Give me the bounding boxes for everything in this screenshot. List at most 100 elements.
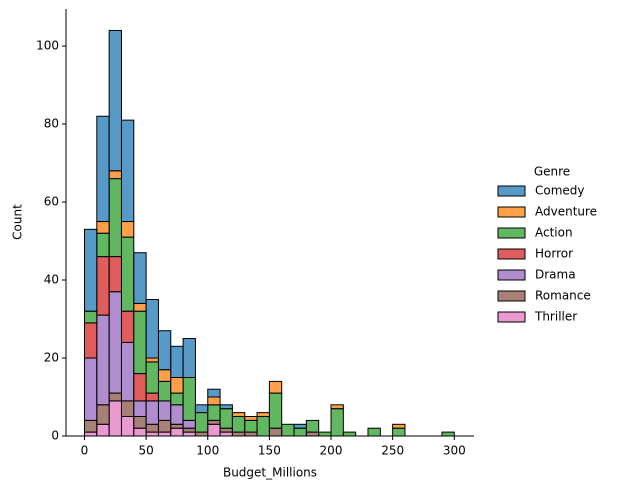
histogram-bar bbox=[318, 431, 332, 437]
x-tick-label: 150 bbox=[258, 444, 281, 458]
histogram-bar bbox=[145, 431, 159, 437]
histogram-bar bbox=[120, 341, 135, 402]
histogram-bar bbox=[83, 322, 98, 359]
histogram-bar bbox=[342, 431, 357, 437]
histogram-bar bbox=[157, 400, 172, 421]
y-axis-label: Count bbox=[11, 204, 25, 240]
legend-swatch bbox=[497, 248, 526, 260]
x-axis-label: Budget_Millions bbox=[223, 466, 317, 480]
x-tick-label: 300 bbox=[443, 444, 466, 458]
histogram-bar bbox=[120, 119, 135, 223]
y-tick-label: 0 bbox=[51, 429, 59, 443]
histogram-bar bbox=[133, 302, 147, 312]
histogram-bar bbox=[293, 423, 307, 429]
legend-swatch bbox=[497, 206, 526, 218]
histogram-bar bbox=[133, 373, 147, 402]
x-tick-label: 200 bbox=[320, 444, 343, 458]
histogram-bar bbox=[392, 427, 406, 437]
histogram-bar bbox=[281, 423, 295, 437]
histogram-bar bbox=[133, 416, 147, 429]
histogram-bar bbox=[256, 412, 270, 418]
histogram-bar bbox=[157, 431, 172, 437]
histogram-bar bbox=[207, 396, 221, 406]
legend-title: Genre bbox=[534, 165, 570, 179]
histogram-bar bbox=[194, 412, 209, 433]
legend-label: Drama bbox=[535, 268, 576, 282]
legend-label: Adventure bbox=[535, 205, 597, 219]
histogram-bar bbox=[367, 427, 381, 437]
histogram-bar bbox=[244, 431, 258, 437]
histogram-bar bbox=[120, 416, 135, 437]
legend-swatch bbox=[497, 269, 526, 281]
histogram-bar bbox=[108, 29, 122, 172]
histogram-bar bbox=[441, 431, 455, 437]
histogram-bar bbox=[244, 416, 258, 421]
legend-label: Thriller bbox=[534, 310, 577, 324]
histogram-bar bbox=[268, 380, 283, 394]
histogram-bar bbox=[170, 392, 184, 406]
histogram-bar bbox=[145, 392, 159, 402]
histogram-bar bbox=[182, 431, 196, 437]
histogram-bar bbox=[108, 178, 122, 258]
histogram-bar bbox=[96, 256, 110, 316]
histogram-bar bbox=[170, 427, 184, 437]
histogram-bar bbox=[108, 291, 122, 394]
histogram-bar bbox=[207, 419, 221, 425]
histogram-bar bbox=[145, 400, 159, 425]
histogram-bar bbox=[133, 400, 147, 418]
histogram-bar bbox=[170, 345, 184, 379]
histogram-bar bbox=[83, 419, 98, 433]
legend-swatch bbox=[497, 290, 526, 302]
histogram-bar bbox=[231, 416, 246, 433]
x-tick-label: 50 bbox=[138, 444, 153, 458]
histogram-bar bbox=[330, 408, 344, 437]
histogram-bar bbox=[182, 338, 196, 379]
histogram-bar bbox=[268, 392, 283, 429]
histogram-bar bbox=[83, 228, 98, 312]
legend-swatch bbox=[497, 185, 526, 197]
histogram-bar bbox=[256, 416, 270, 437]
legend-label: Horror bbox=[535, 247, 573, 261]
histogram-bar bbox=[219, 431, 233, 437]
histogram-bar bbox=[231, 431, 246, 437]
histogram-bar bbox=[207, 388, 221, 398]
histogram-bar bbox=[145, 299, 159, 359]
histogram-bar bbox=[120, 236, 135, 312]
histogram-bar bbox=[170, 377, 184, 394]
histogram-bar bbox=[83, 431, 98, 437]
histogram-bar bbox=[133, 252, 147, 304]
histogram-bar bbox=[96, 404, 110, 425]
histogram-bar bbox=[145, 357, 159, 363]
histogram-bar bbox=[170, 423, 184, 429]
histogram-bar bbox=[219, 404, 233, 410]
histogram-bar bbox=[330, 404, 344, 410]
x-tick-label: 100 bbox=[196, 444, 219, 458]
legend-label: Romance bbox=[535, 289, 591, 303]
histogram-bar bbox=[133, 427, 147, 437]
histogram-bar bbox=[133, 310, 147, 375]
histogram-bar bbox=[120, 221, 135, 238]
histogram-bar bbox=[83, 310, 98, 324]
histogram-bar bbox=[108, 392, 122, 402]
histogram-bar bbox=[293, 427, 307, 437]
histogram-bar bbox=[244, 419, 258, 433]
histogram-bar bbox=[182, 427, 196, 433]
histogram-bar bbox=[96, 232, 110, 258]
x-tick-label: 250 bbox=[381, 444, 404, 458]
histogram-bar bbox=[231, 412, 246, 418]
histogram-bar bbox=[207, 423, 221, 437]
histogram-bar bbox=[145, 423, 159, 433]
histogram-bar bbox=[182, 419, 196, 429]
histogram-bar bbox=[108, 170, 122, 180]
histogram-bar bbox=[170, 404, 184, 425]
histogram-bar bbox=[108, 256, 122, 293]
histogram-bar bbox=[157, 380, 172, 402]
histogram-bar bbox=[120, 310, 135, 343]
histogram-bar bbox=[157, 369, 172, 382]
histogram-bar bbox=[96, 115, 110, 223]
histogram-bar bbox=[207, 404, 221, 421]
legend-swatch bbox=[497, 227, 526, 239]
histogram-bar bbox=[194, 404, 209, 414]
histogram-bar bbox=[305, 419, 320, 433]
